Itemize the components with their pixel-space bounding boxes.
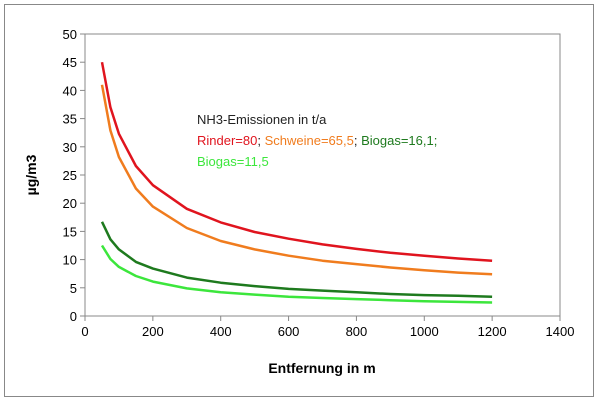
annotation-schweine: Schweine=65,5 [265, 133, 354, 148]
annotation-heading: NH3-Emissionen in t/a [197, 112, 327, 127]
x-tick-label: 800 [346, 324, 368, 339]
y-tick-label: 30 [63, 140, 77, 155]
chart-frame [4, 4, 594, 397]
x-tick-label: 400 [210, 324, 232, 339]
annotation-rinder: Rinder=80 [197, 133, 257, 148]
annotation-sep: ; [354, 133, 361, 148]
series-line-0 [100, 61, 493, 262]
series-line-1 [100, 84, 493, 276]
annotation-sep: ; [257, 133, 264, 148]
y-tick-label: 15 [63, 224, 77, 239]
annotation-sep: ; [434, 133, 438, 148]
x-tick-label: 600 [278, 324, 300, 339]
x-axis-label: Entfernung in m [268, 360, 375, 376]
series-line-3 [100, 244, 493, 304]
y-tick-label: 40 [63, 83, 77, 98]
x-tick-label: 200 [142, 324, 164, 339]
annotation-biogas2: Biogas=11,5 [197, 154, 269, 169]
x-tick-label: 1400 [546, 324, 575, 339]
x-tick-label: 0 [81, 324, 88, 339]
annotation-biogas1: Biogas=16,1 [361, 133, 434, 148]
y-tick-label: 45 [63, 55, 77, 70]
y-tick-label: 0 [70, 309, 77, 324]
y-tick-label: 50 [63, 27, 77, 42]
x-tick-label: 1200 [478, 324, 507, 339]
y-tick-label: 10 [63, 253, 77, 268]
y-tick-label: 35 [63, 112, 77, 127]
x-tick-label: 1000 [410, 324, 439, 339]
y-tick-label: 20 [63, 196, 77, 211]
y-axis-label: µg/m3 [23, 154, 39, 195]
annotation-line1: Rinder=80; Schweine=65,5; Biogas=16,1; [197, 133, 437, 148]
y-tick-label: 5 [70, 281, 77, 296]
y-tick-label: 25 [63, 168, 77, 183]
series-line-2 [100, 221, 493, 299]
